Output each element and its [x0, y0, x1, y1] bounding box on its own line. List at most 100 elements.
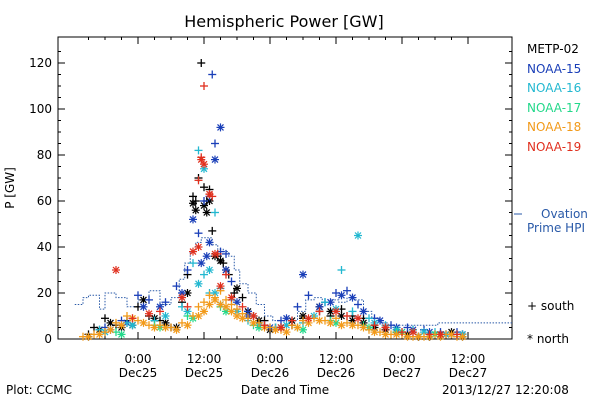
south-point: [134, 291, 142, 300]
south-point: [183, 266, 192, 274]
north-point: [216, 123, 225, 132]
north-point: [354, 314, 362, 323]
x-tick-date: Dec25: [185, 366, 224, 380]
north-point-d: [371, 328, 378, 336]
north-point: [249, 312, 258, 320]
north-point: [200, 307, 208, 316]
south-point: [337, 266, 346, 274]
north-point-d: [217, 123, 224, 131]
north-point: [117, 330, 126, 339]
north-point: [197, 259, 206, 268]
north-point: [145, 309, 153, 318]
south-point: [304, 291, 313, 300]
north-point: [359, 307, 368, 316]
north-point-d: [233, 284, 241, 292]
north-point-d: [250, 319, 257, 327]
north-point-d: [354, 232, 362, 239]
north-point: [112, 266, 120, 274]
north-point: [381, 330, 390, 339]
south-point: [200, 82, 208, 90]
north-point-d: [178, 294, 186, 302]
north-point-d: [195, 243, 202, 251]
south-point: [101, 314, 109, 323]
chart-title: Hemispheric Power [GW]: [184, 12, 383, 31]
south-point: [194, 146, 203, 155]
north-point-d: [184, 289, 191, 297]
x-tick-time: 12:00: [187, 352, 222, 366]
north-point: [315, 316, 324, 325]
north-point-d: [409, 328, 417, 336]
north-point-d: [448, 330, 455, 338]
north-point-d: [129, 321, 136, 329]
north-point-d: [217, 257, 224, 265]
legend-item-noaa-17: NOAA-17: [527, 100, 582, 115]
north-point: [139, 302, 148, 311]
south-point: [189, 259, 197, 268]
north-point: [227, 307, 236, 316]
y-tick-label: 20: [37, 286, 52, 300]
south-point: [211, 139, 219, 148]
north-point: [117, 321, 126, 330]
north-point-d: [360, 307, 367, 315]
y-axis: 0 20 40 60 80 100 120: [29, 51, 512, 346]
legend-item-noaa-15: NOAA-15: [527, 61, 582, 76]
north-point: [172, 325, 181, 334]
north-point-d: [327, 319, 334, 327]
south-point: [343, 286, 351, 295]
south-point: [343, 312, 351, 320]
plot-credit: Plot: CCMC: [6, 383, 72, 397]
north-point-d: [184, 321, 191, 329]
north-point-d: [354, 314, 362, 322]
x-axis: 0:00Dec2512:00Dec250:00Dec2612:00Dec260:…: [88, 37, 487, 380]
north-point: [205, 266, 214, 274]
north-point-d: [151, 324, 158, 331]
south-point: [260, 321, 269, 330]
south-point: [194, 229, 203, 238]
north-point: [326, 318, 335, 327]
north-point-d: [189, 215, 197, 223]
north-point: [299, 270, 307, 279]
north-point: [211, 295, 219, 304]
north-point-d: [228, 307, 235, 315]
south-point: [398, 328, 406, 337]
north-point-d: [206, 301, 213, 308]
north-point-d: [195, 312, 202, 320]
south-point: [145, 295, 153, 304]
north-point: [161, 323, 170, 332]
legend-item-noaa-18: NOAA-18: [527, 120, 582, 134]
south-point: [332, 314, 340, 323]
x-tick-date: Dec27: [383, 366, 422, 380]
south-point: [200, 197, 208, 205]
north-point: [84, 332, 93, 341]
south-point: [365, 314, 373, 323]
north-point: [332, 307, 340, 316]
north-point: [194, 243, 203, 251]
north-point-d: [217, 301, 224, 308]
legend-item-metp-02: METP-02: [527, 42, 579, 56]
x-tick-time: 0:00: [389, 352, 416, 366]
y-axis-label: P [GW]: [3, 167, 17, 209]
x-tick-time: 0:00: [125, 352, 152, 366]
south-point: [211, 208, 219, 217]
north-point: [139, 318, 148, 327]
south-point: [370, 321, 379, 330]
north-point: [238, 314, 247, 323]
north-point-d: [222, 303, 230, 311]
south-point: [200, 270, 208, 279]
north-point-d: [140, 319, 147, 327]
north-point: [414, 332, 423, 341]
north-point-d: [250, 312, 257, 320]
south-point: [128, 314, 137, 323]
north-point-d: [360, 324, 367, 331]
north-point: [202, 252, 211, 261]
north-point-d: [316, 317, 323, 325]
north-point: [200, 160, 208, 169]
north-point-d: [415, 333, 422, 341]
north-point-d: [217, 282, 224, 290]
north-point-d: [305, 314, 312, 322]
north-point: [233, 284, 241, 293]
north-point-d: [192, 206, 200, 214]
north-point: [381, 323, 390, 332]
ovation-hpi-series: [74, 237, 512, 326]
